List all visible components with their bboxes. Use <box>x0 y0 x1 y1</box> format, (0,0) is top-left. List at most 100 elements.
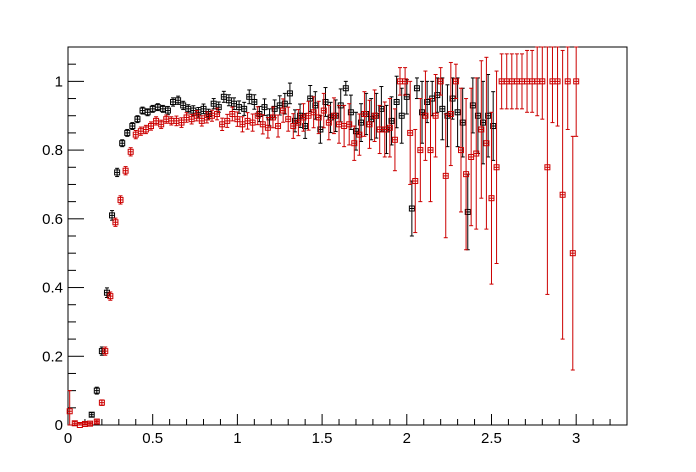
y-tick-label: 0.2 <box>42 348 63 365</box>
marker <box>180 102 187 109</box>
data-point <box>168 116 175 126</box>
marker <box>119 140 126 147</box>
data-point <box>87 420 94 427</box>
data-point <box>361 91 368 137</box>
data-point <box>139 106 146 115</box>
data-point <box>407 80 414 185</box>
marker <box>215 104 222 111</box>
marker <box>102 348 109 355</box>
data-point <box>391 108 398 172</box>
marker <box>322 98 329 105</box>
x-tick-label: 2 <box>403 430 411 447</box>
data-point <box>468 87 475 227</box>
marker <box>103 289 110 296</box>
data-point <box>290 113 297 139</box>
data-point <box>442 113 449 239</box>
data-point <box>215 101 222 113</box>
marker <box>346 121 353 128</box>
marker <box>200 105 207 112</box>
marker <box>195 109 202 116</box>
marker <box>317 126 324 133</box>
x-axis: 0 0.5 1 1.5 2 2.5 3 <box>64 414 611 447</box>
marker <box>463 171 470 178</box>
data-point <box>447 61 454 167</box>
y-tick-label: 0 <box>55 417 63 434</box>
marker <box>356 131 363 138</box>
data-point <box>569 135 576 371</box>
marker <box>342 85 349 92</box>
data-point <box>524 49 531 113</box>
data-point <box>398 87 405 144</box>
x-tick-label: 1.5 <box>312 430 333 447</box>
marker <box>66 408 73 415</box>
data-point <box>251 94 258 110</box>
marker <box>419 109 426 116</box>
marker <box>122 167 129 174</box>
marker <box>320 107 327 114</box>
marker <box>413 85 420 92</box>
x-tick-label: 1 <box>233 430 241 447</box>
marker <box>388 117 395 124</box>
marker <box>464 208 471 215</box>
data-point <box>254 106 261 126</box>
marker <box>241 105 248 112</box>
marker <box>220 93 227 100</box>
marker <box>427 147 434 154</box>
data-point <box>112 217 119 227</box>
marker <box>351 140 358 147</box>
marker <box>412 178 419 185</box>
data-point <box>534 46 541 117</box>
marker <box>219 121 226 128</box>
data-point <box>412 128 419 234</box>
data-point <box>224 113 231 128</box>
marker <box>114 169 121 176</box>
marker <box>98 399 105 406</box>
data-point <box>269 106 276 129</box>
y-tick-label: 0.4 <box>42 280 63 297</box>
data-point <box>554 46 561 127</box>
data-point <box>539 46 546 120</box>
data-point <box>544 46 551 295</box>
x-tick-label: 2.5 <box>481 430 502 447</box>
data-point <box>330 97 337 135</box>
marker <box>310 109 317 116</box>
marker <box>493 164 500 171</box>
marker <box>188 116 195 123</box>
marker <box>564 78 571 85</box>
data-point <box>234 111 241 127</box>
marker <box>554 78 561 85</box>
data-point <box>239 116 246 133</box>
data-point <box>178 117 185 128</box>
marker <box>573 78 580 85</box>
marker <box>234 116 241 123</box>
marker <box>269 114 276 121</box>
data-point <box>220 90 227 103</box>
marker <box>246 93 253 100</box>
marker <box>129 123 136 130</box>
marker <box>117 196 124 203</box>
marker <box>447 111 454 118</box>
marker <box>132 131 139 138</box>
marker <box>312 102 319 109</box>
marker <box>407 129 414 136</box>
data-point <box>154 103 161 112</box>
data-point <box>295 109 302 137</box>
data-point <box>498 53 505 110</box>
data-point <box>93 386 100 395</box>
data-point <box>280 98 287 123</box>
marker <box>290 123 297 130</box>
marker <box>468 153 475 160</box>
marker <box>302 123 309 130</box>
data-point <box>229 106 236 122</box>
data-point <box>437 67 444 96</box>
marker <box>469 102 476 109</box>
data-point <box>200 103 207 115</box>
data-point <box>175 95 182 105</box>
data-point <box>408 180 415 237</box>
data-point <box>249 113 256 132</box>
x-tick-label: 0 <box>64 430 72 447</box>
data-point <box>71 420 78 427</box>
data-point <box>286 82 293 105</box>
marker <box>386 124 393 131</box>
data-point <box>439 77 446 141</box>
